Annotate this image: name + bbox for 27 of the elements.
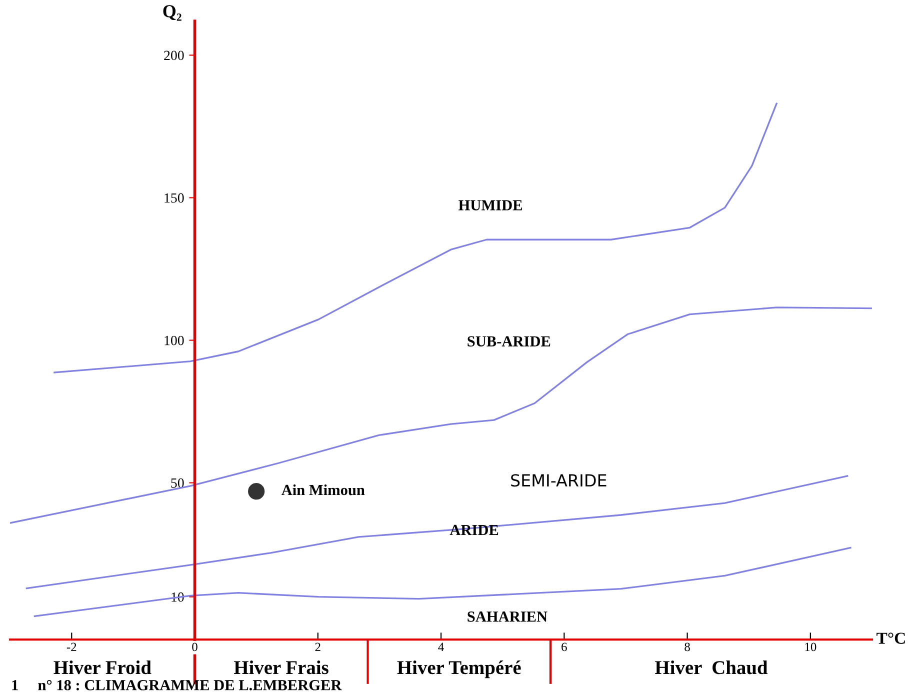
annotation: Ain Mimoun xyxy=(281,484,365,496)
annotation: SUB-ARIDE xyxy=(468,336,550,346)
annotation: SEMI-ARIDE xyxy=(511,474,606,487)
x-axis-title: T°C xyxy=(876,632,905,644)
line-series xyxy=(10,306,872,524)
x-tick-label: 4 xyxy=(438,642,444,652)
y-tick-label: 200 xyxy=(164,50,184,60)
y-tick-label: 100 xyxy=(164,336,184,346)
text: Hiver Tempéré xyxy=(397,660,521,678)
line-series xyxy=(26,475,848,590)
x-tick-label: -2 xyxy=(66,642,76,652)
annotation: ARIDE xyxy=(450,524,498,536)
x-tick-label: 2 xyxy=(315,642,320,652)
text: Hiver Frais xyxy=(234,660,328,674)
annotation: SAHARIEN xyxy=(468,611,548,622)
y-axis-title: Q₂ xyxy=(163,5,182,21)
text: 1 n° 18 : CLIMAGRAMME DE L.EMBERGER xyxy=(12,680,342,690)
x-tick-label: 6 xyxy=(562,642,567,652)
x-tick-label: 0 xyxy=(192,642,198,652)
line-series xyxy=(54,102,778,374)
text: Hiver Chaud xyxy=(655,660,768,674)
y-tick-label: 150 xyxy=(164,193,184,203)
x-tick-label: 10 xyxy=(805,642,816,652)
text: Hiver Froid xyxy=(54,660,152,674)
annotation: HUMIDE xyxy=(458,200,522,210)
x-tick-label: 8 xyxy=(684,642,690,652)
y-tick-label: 50 xyxy=(171,478,184,488)
